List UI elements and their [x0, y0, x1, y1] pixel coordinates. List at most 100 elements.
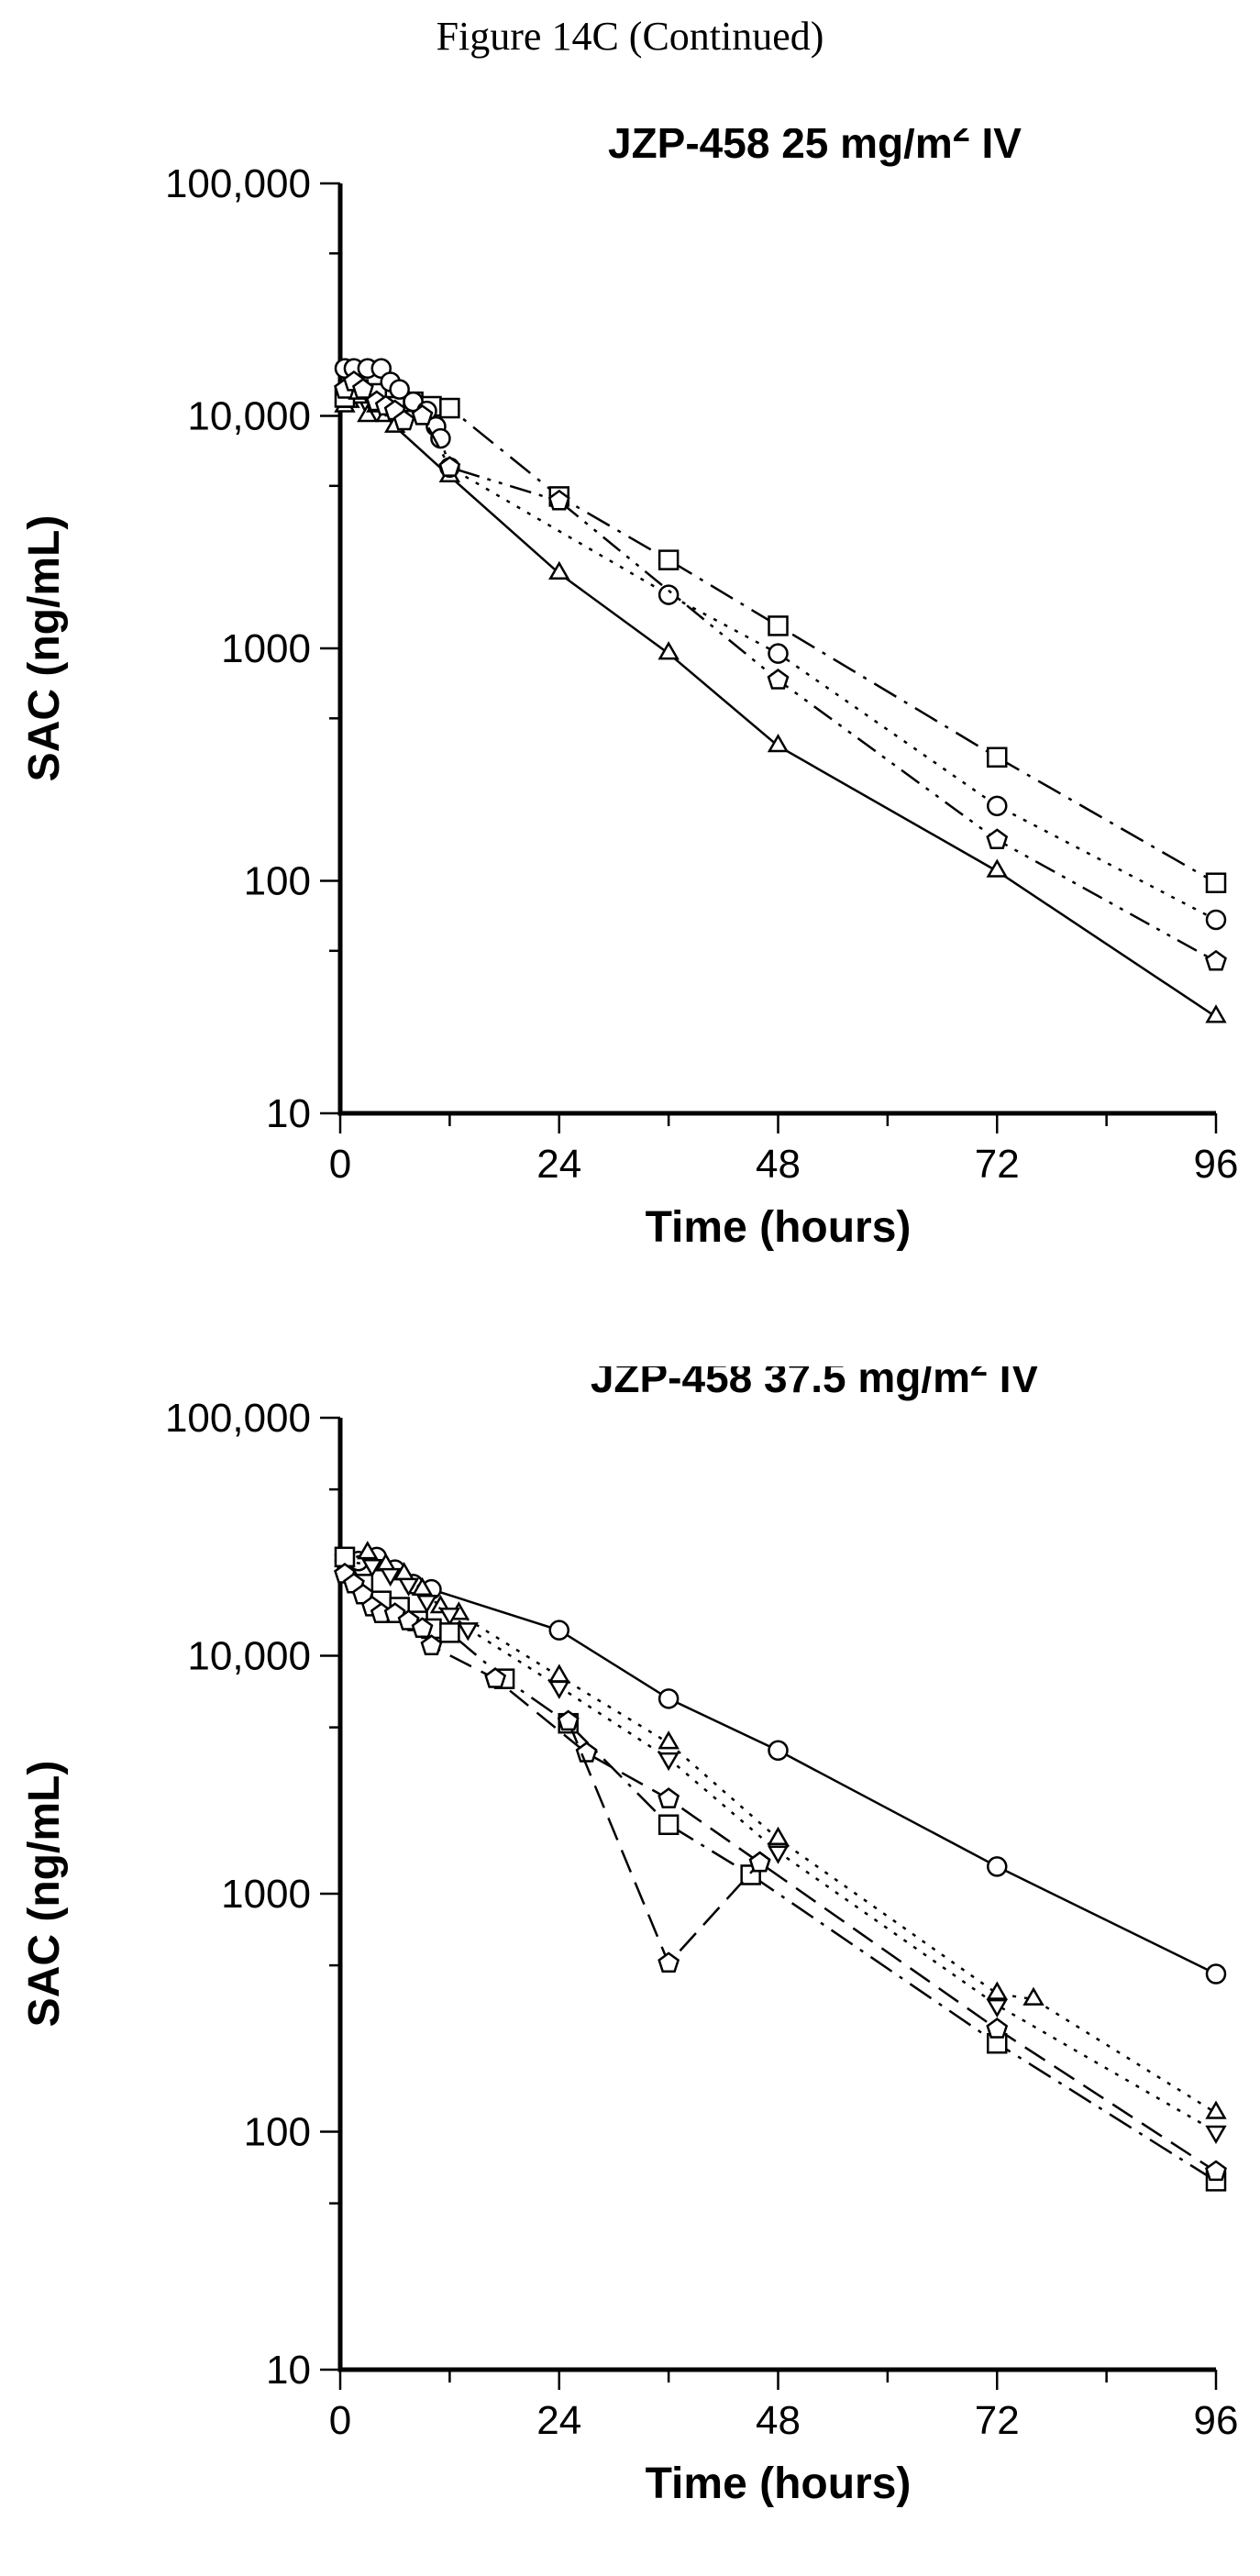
data-point	[986, 858, 1008, 878]
chart-title: JZP-458 37.5 mg/m2 IV	[591, 1366, 1040, 1401]
series-line	[344, 395, 1217, 1018]
data-point	[1205, 1004, 1227, 1023]
data-point	[411, 1576, 434, 1596]
data-point	[1205, 1963, 1227, 1985]
y-tick-label: 1000	[221, 1872, 311, 1917]
series-4	[334, 1546, 1227, 2192]
data-point	[767, 1826, 790, 1845]
data-point	[1205, 949, 1227, 971]
data-point	[768, 1740, 789, 1762]
data-point	[439, 1622, 460, 1643]
x-axis-label: Time (hours)	[646, 2460, 912, 2508]
data-point	[548, 1680, 570, 1699]
series-line	[345, 1555, 1217, 1975]
x-axis-label: Time (hours)	[646, 1203, 912, 1252]
data-point	[658, 1688, 680, 1709]
x-tick-label: 96	[1194, 2398, 1239, 2443]
data-point	[748, 1851, 771, 1873]
data-point	[986, 828, 1009, 850]
data-point	[1205, 2100, 1227, 2119]
data-point	[658, 1730, 680, 1750]
data-point	[658, 584, 680, 605]
x-tick-label: 72	[975, 2398, 1020, 2443]
y-tick-label: 10,000	[187, 394, 311, 439]
series-1	[334, 1546, 1227, 1985]
x-tick-label: 96	[1194, 1142, 1239, 1187]
data-point	[389, 379, 410, 400]
series-2	[334, 379, 1227, 893]
series-4	[334, 370, 1227, 971]
series-1	[334, 384, 1227, 1023]
series-3	[334, 358, 1227, 931]
y-tick-label: 1000	[221, 626, 311, 671]
data-point	[986, 1981, 1008, 2000]
data-point	[1205, 2125, 1227, 2145]
y-tick-label: 100	[244, 859, 311, 904]
data-point	[438, 1608, 461, 1627]
series-2	[334, 1541, 1227, 2119]
data-point	[397, 1577, 420, 1597]
y-tick-label: 100,000	[165, 1396, 311, 1441]
data-point	[357, 1541, 379, 1560]
x-tick-label: 24	[536, 1142, 581, 1187]
data-point	[767, 669, 790, 690]
chart-title: JZP-458 25 mg/m2 IV	[608, 128, 1022, 167]
data-point	[1205, 872, 1227, 893]
data-point	[658, 549, 680, 570]
data-point	[767, 1845, 790, 1864]
data-point	[361, 1559, 383, 1578]
y-axis-label: SAC (ng/mL)	[20, 515, 69, 782]
data-point	[411, 1617, 434, 1639]
data-point	[548, 560, 570, 580]
data-point	[987, 746, 1008, 768]
data-point	[547, 489, 570, 511]
data-point	[767, 733, 790, 753]
x-tick-label: 0	[329, 2398, 351, 2443]
y-tick-label: 10	[266, 2348, 311, 2393]
data-point	[987, 1856, 1008, 1877]
data-point	[484, 1667, 507, 1688]
data-point	[658, 1752, 680, 1772]
y-tick-label: 100	[244, 2110, 311, 2155]
data-point	[392, 409, 415, 431]
data-point	[986, 1998, 1008, 2018]
y-tick-label: 100,000	[165, 161, 311, 206]
chart-top: JZP-458 25 mg/m2 IV 10 100 1000 10,000 100,00…	[20, 128, 1239, 1252]
data-point	[987, 795, 1008, 817]
data-point	[658, 1951, 680, 1973]
data-point	[1205, 2160, 1227, 2182]
series-3	[334, 1554, 1227, 2145]
x-tick-label: 24	[536, 2398, 581, 2443]
data-point	[415, 1594, 438, 1614]
x-tick-label: 48	[756, 1142, 801, 1187]
y-axis-label: SAC (ng/mL)	[20, 1761, 69, 2028]
series-line	[344, 1573, 1217, 2173]
series-line	[344, 1559, 1217, 2133]
data-point	[457, 1622, 479, 1642]
data-point	[986, 2018, 1009, 2039]
data-point	[768, 615, 789, 636]
data-point	[438, 456, 461, 477]
data-point	[548, 1664, 570, 1683]
x-tick-label: 0	[329, 1142, 351, 1187]
data-point	[1205, 909, 1227, 931]
data-point	[380, 1567, 402, 1587]
chart-bottom: JZP-458 37.5 mg/m2 IV 10 100 1000 10,000 100,…	[20, 1366, 1239, 2508]
data-point	[557, 1709, 580, 1731]
series-5	[334, 1563, 1227, 2182]
y-tick-label: 10	[266, 1091, 311, 1136]
data-point	[420, 1634, 443, 1655]
x-tick-label: 48	[756, 2398, 801, 2443]
axes	[337, 1418, 1216, 2372]
figure-caption: Figure 14C (Continued)	[436, 14, 824, 59]
data-point	[658, 1814, 680, 1835]
data-point	[1022, 1986, 1044, 2006]
data-point	[439, 397, 460, 419]
data-point	[658, 1787, 680, 1808]
data-point	[575, 1741, 598, 1763]
data-point	[658, 641, 680, 660]
x-tick-label: 72	[975, 1142, 1020, 1187]
data-point	[548, 1620, 569, 1641]
series-6	[557, 1709, 771, 1973]
data-point	[411, 404, 434, 426]
